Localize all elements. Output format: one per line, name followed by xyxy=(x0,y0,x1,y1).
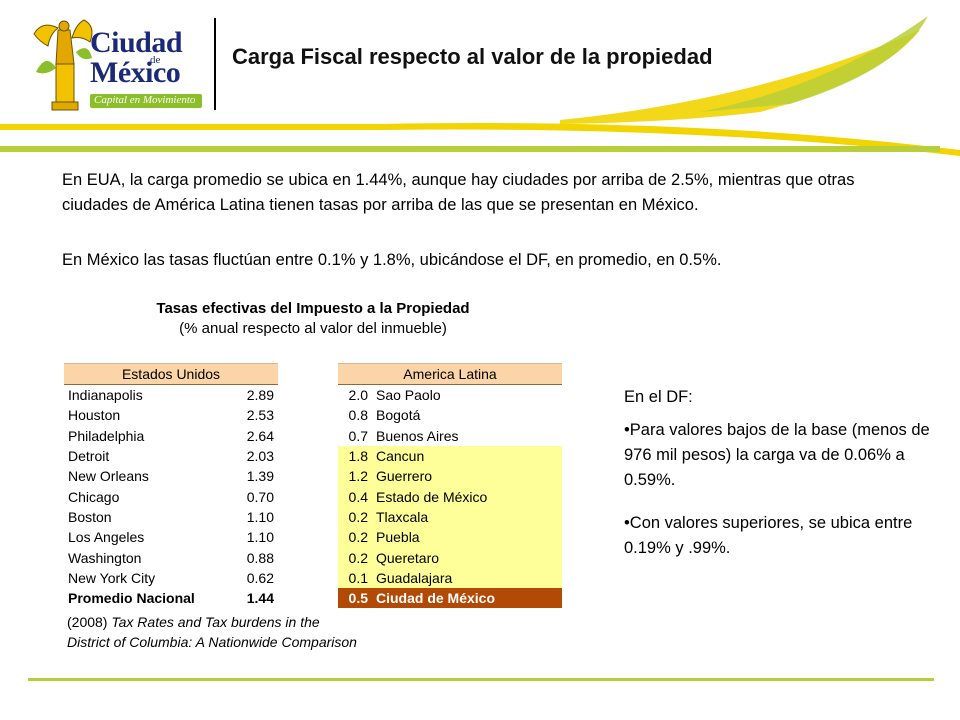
rate-cell: 1.2 xyxy=(338,466,372,487)
table-title: Tasas efectivas del Impuesto a la Propie… xyxy=(156,300,470,317)
latam-table-header: America Latina xyxy=(338,363,562,385)
rate-cell: 1.39 xyxy=(246,468,274,485)
rate-cell: 2.03 xyxy=(246,448,274,465)
city-cell: Tlaxcala xyxy=(372,506,562,528)
df-bullet-low-values: •Para valores bajos de la base (menos de… xyxy=(624,421,930,489)
city-cell: Chicago xyxy=(68,488,120,505)
city-cell: Puebla xyxy=(372,527,562,548)
df-bullet-high-values: •Con valores superiores, se ubica entre … xyxy=(624,514,913,557)
table-row: Boston 1.10 xyxy=(64,507,278,527)
rate-cell: 2.64 xyxy=(246,427,274,444)
table-row: Chicago 0.70 xyxy=(64,486,278,506)
bottom-rule xyxy=(28,678,934,681)
us-table-header: Estados Unidos xyxy=(64,363,278,385)
df-panel: En el DF: •Para valores bajos de la base… xyxy=(624,385,954,571)
city-cell: Houston xyxy=(68,407,121,424)
table-row: Washington 0.88 xyxy=(64,547,278,567)
table-row: 0.2 Queretaro xyxy=(338,547,562,568)
table-row: 0.2 Tlaxcala xyxy=(338,506,562,528)
logo-word-mexico: México xyxy=(90,56,181,89)
table-row: Indianapolis 2.89 xyxy=(64,385,278,406)
total-rate-cell: 1.44 xyxy=(246,590,274,607)
table-row: 0.4 Estado de México xyxy=(338,486,562,507)
table-citation: (2008) Tax Rates and Tax burdens in the … xyxy=(67,612,587,652)
rate-cell: 0.1 xyxy=(338,567,372,588)
city-cell: Sao Paolo xyxy=(376,387,441,404)
table-row: Los Angeles 1.10 xyxy=(64,527,278,547)
rate-cell: 1.8 xyxy=(338,445,372,467)
citation-year: (2008) xyxy=(67,614,108,630)
rate-cell: 0.88 xyxy=(246,549,274,566)
table-row: Houston 2.53 xyxy=(64,405,278,425)
rate-cell: 1.10 xyxy=(246,529,274,546)
city-cell: Boston xyxy=(68,508,112,525)
rate-cell: 2.89 xyxy=(246,387,274,404)
table-subtitle: (% anual respecto al valor del inmueble) xyxy=(179,320,447,337)
rate-cell: 0.4 xyxy=(338,486,372,507)
city-cell: Indianapolis xyxy=(68,387,143,404)
slide-title: Carga Fiscal respecto al valor de la pro… xyxy=(232,44,713,69)
rate-cell: 1.10 xyxy=(246,508,274,525)
ciudad-de-mexico-logo: Ciudad de México Capital en Movimiento xyxy=(28,12,208,120)
rate-cell: 0.70 xyxy=(246,488,274,505)
angel-emblem-icon xyxy=(33,19,93,111)
city-cell: Estado de México xyxy=(372,486,562,507)
rate-cell: 0.62 xyxy=(246,569,274,586)
total-rate-cell: 0.5 xyxy=(338,587,372,609)
city-cell: Buenos Aires xyxy=(376,427,459,444)
city-cell: New York City xyxy=(68,569,156,586)
logo-word-ciudad: Ciudad xyxy=(90,26,183,59)
city-cell: Queretaro xyxy=(372,547,562,568)
table-row: 0.7 Buenos Aires xyxy=(338,426,562,446)
rate-cell: 0.8 xyxy=(348,407,368,424)
city-cell: Guadalajara xyxy=(372,567,562,588)
rate-cell: 0.2 xyxy=(338,547,372,568)
city-cell: Detroit xyxy=(68,448,110,465)
rate-cell: 0.2 xyxy=(338,506,372,528)
header-divider xyxy=(214,18,216,110)
city-cell: Los Angeles xyxy=(68,529,145,546)
citation-title-line1: Tax Rates and Tax burdens in the xyxy=(111,614,320,630)
logo-tagline: Capital en Movimiento xyxy=(94,94,196,106)
table-row: 0.2 Puebla xyxy=(338,527,562,548)
table-row: New York City 0.62 xyxy=(64,568,278,588)
city-cell: Guerrero xyxy=(372,466,562,487)
us-rates-table: Estados Unidos Indianapolis 2.89 Houston 2… xyxy=(64,363,278,608)
table-row: 0.1 Guadalajara xyxy=(338,567,562,588)
rate-cell: 2.53 xyxy=(246,407,274,424)
table-row: Detroit 2.03 xyxy=(64,446,278,466)
city-cell: Cancun xyxy=(372,445,562,467)
mexico-rates-paragraph: En México las tasas fluctúan entre 0.1% … xyxy=(62,251,722,269)
table-row: 2.0 Sao Paolo xyxy=(338,385,562,406)
df-heading: En el DF: xyxy=(624,388,693,406)
total-label-cell: Promedio Nacional xyxy=(68,590,195,607)
header-decoration xyxy=(0,16,960,156)
rate-cell: 2.0 xyxy=(348,387,368,404)
citation-title-line2: District of Columbia: A Nationwide Compa… xyxy=(67,634,357,650)
total-row: 0.5 Ciudad de México xyxy=(338,587,562,609)
city-cell: Washington xyxy=(68,549,142,566)
latam-rates-table: America Latina 2.0 Sao Paolo 0.8 Bogotá 0.… xyxy=(338,363,562,609)
table-row: 0.8 Bogotá xyxy=(338,405,562,425)
city-cell: Philadelphia xyxy=(68,427,145,444)
rate-cell: 0.7 xyxy=(348,427,368,444)
total-row: Promedio Nacional 1.44 xyxy=(64,588,278,608)
city-cell: New Orleans xyxy=(68,468,149,485)
total-label-cell: Ciudad de México xyxy=(372,587,562,609)
logo-word-de: de xyxy=(150,54,161,66)
table-row: 1.2 Guerrero xyxy=(338,466,562,487)
table-row: New Orleans 1.39 xyxy=(64,466,278,486)
intro-paragraph: En EUA, la carga promedio se ubica en 1.… xyxy=(62,171,855,214)
table-row: 1.8 Cancun xyxy=(338,445,562,467)
logo-tagline-band xyxy=(90,94,202,108)
table-row: Philadelphia 2.64 xyxy=(64,426,278,446)
rate-cell: 0.2 xyxy=(338,527,372,548)
city-cell: Bogotá xyxy=(376,407,421,424)
